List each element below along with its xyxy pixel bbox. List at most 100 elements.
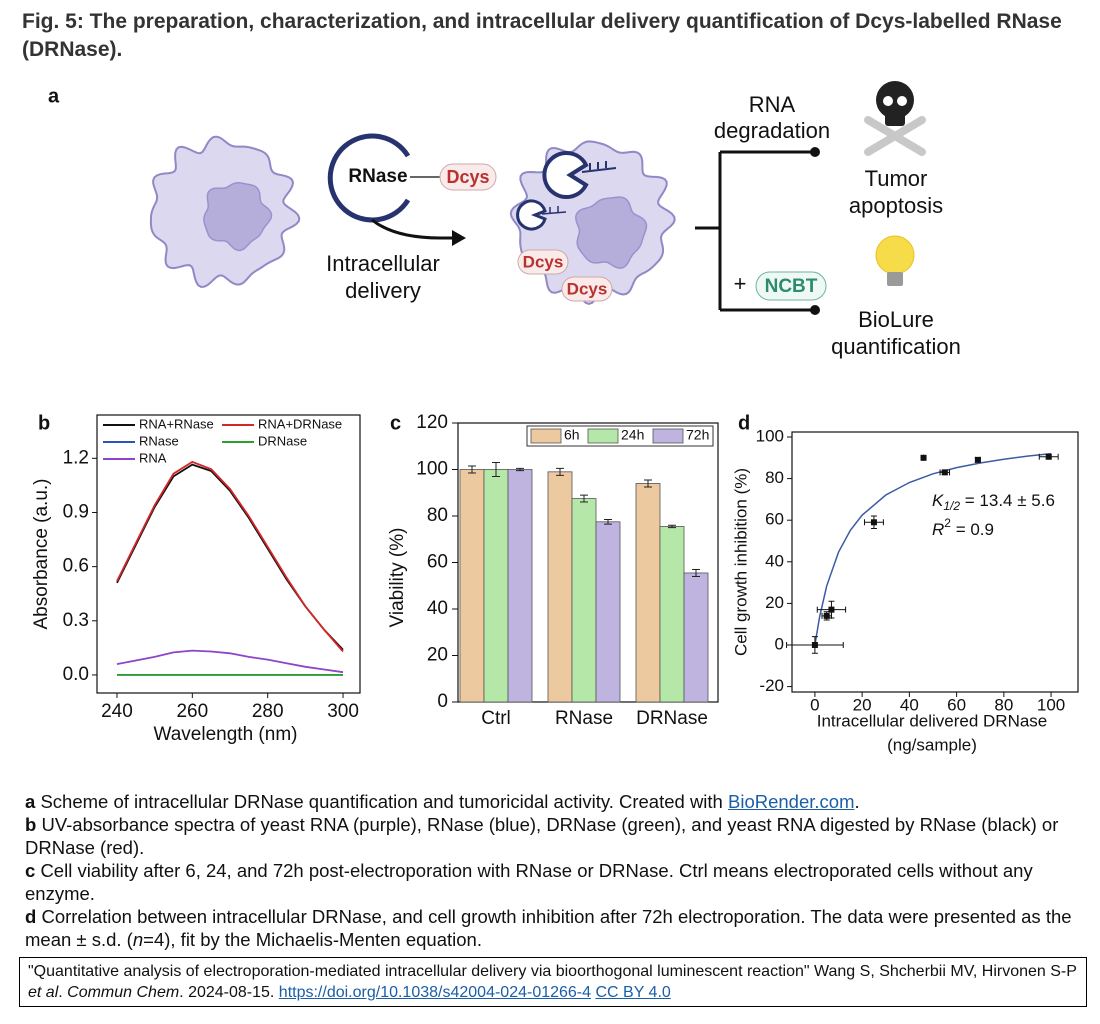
y-tick-label: 1.2 bbox=[63, 447, 89, 468]
legend-label: RNase bbox=[139, 433, 179, 448]
figure: a RNase Dcys Intracellular delivery Dcys… bbox=[31, 81, 1079, 754]
bar bbox=[595, 521, 621, 703]
bar bbox=[459, 469, 485, 703]
apoptosis-label: apoptosis bbox=[849, 193, 943, 218]
bar bbox=[547, 471, 573, 703]
rnase-label: RNase bbox=[348, 166, 407, 187]
y-axis-label: Absorbance (a.u.) bbox=[31, 478, 52, 629]
caption-label: c bbox=[25, 860, 36, 881]
dcys-pill bbox=[561, 276, 613, 302]
error-bar bbox=[668, 524, 676, 529]
y-tick-label: 120 bbox=[416, 412, 448, 433]
x-tick-label: 260 bbox=[176, 701, 208, 722]
bracket-end bbox=[810, 305, 820, 315]
caption-item: d Correlation between intracellular DRNa… bbox=[25, 905, 1090, 951]
annotation-symbol: R bbox=[932, 520, 944, 539]
error-bar bbox=[516, 467, 524, 472]
x-tick-label: 300 bbox=[327, 701, 359, 722]
fit-curve bbox=[814, 452, 1052, 646]
annotation-text: = 0.9 bbox=[951, 520, 994, 539]
rnase-enzyme bbox=[327, 133, 411, 223]
y-tick-label: 60 bbox=[765, 510, 784, 529]
error-bar bbox=[580, 494, 588, 503]
x-tick-label: 100 bbox=[1037, 695, 1065, 714]
arrow bbox=[371, 218, 455, 240]
legend-label: RNA bbox=[139, 450, 167, 465]
caption-label: b bbox=[25, 814, 37, 835]
bracket bbox=[695, 150, 815, 312]
y-tick-label: 100 bbox=[416, 459, 448, 480]
dcys-label: Dcys bbox=[567, 279, 608, 298]
y-tick-label: 60 bbox=[427, 552, 448, 573]
x-tick-label: 20 bbox=[853, 695, 872, 714]
x-tick-label: 280 bbox=[252, 701, 284, 722]
nucleus bbox=[575, 196, 648, 269]
plot-frame bbox=[96, 414, 361, 694]
arrow-head bbox=[452, 230, 466, 246]
x-tick-label: 240 bbox=[101, 701, 133, 722]
citation-text: . 2024-08-15. bbox=[179, 984, 279, 1001]
diagram: a RNase Dcys Intracellular delivery Dcys… bbox=[48, 81, 961, 359]
bar bbox=[683, 572, 709, 703]
ncbt-label: NCBT bbox=[765, 276, 818, 297]
y-tick-label: 40 bbox=[427, 598, 448, 619]
series-line bbox=[116, 460, 344, 653]
biolure-label: quantification bbox=[831, 334, 961, 359]
nucleus bbox=[203, 182, 273, 252]
y-tick-label: 80 bbox=[427, 505, 448, 526]
error-bar bbox=[644, 479, 652, 488]
rna-strand bbox=[541, 206, 567, 215]
citation-text: "Quantitative analysis of electroporatio… bbox=[28, 963, 1077, 980]
annotation: K1/2 = 13.4 ± 5.6 bbox=[932, 491, 1055, 513]
doi-link[interactable]: https://doi.org/10.1038/s42004-024-01266… bbox=[278, 984, 592, 1001]
panel-label: b bbox=[38, 412, 50, 434]
y-tick-label: 20 bbox=[765, 593, 784, 612]
annotation-superscript: 2 bbox=[944, 516, 951, 530]
skull bbox=[876, 81, 914, 119]
dcys-label: Dcys bbox=[523, 252, 564, 271]
x-tick-label: 80 bbox=[994, 695, 1013, 714]
degradation-label: RNA bbox=[749, 92, 796, 117]
skull-eye bbox=[897, 96, 907, 106]
legend-label: RNA+RNase bbox=[139, 416, 214, 431]
caption-item: c Cell viability after 6, 24, and 72h po… bbox=[25, 859, 1090, 905]
error-bar bbox=[468, 465, 476, 474]
x-tick-label: 60 bbox=[947, 695, 966, 714]
legend-swatch bbox=[652, 428, 684, 444]
point bbox=[920, 454, 927, 461]
x-axis-label: Intracellular delivered DRNase bbox=[817, 711, 1048, 730]
rnase-enzyme bbox=[542, 151, 589, 199]
caption-text: Cell viability after 6, 24, and 72h post… bbox=[25, 860, 1033, 904]
y-tick-label: 0.3 bbox=[63, 610, 89, 631]
dcys-pill bbox=[439, 163, 497, 191]
rna-strand bbox=[581, 161, 617, 173]
skull-eye bbox=[883, 96, 893, 106]
license-link[interactable]: CC BY 4.0 bbox=[595, 984, 671, 1001]
y-tick-label: 100 bbox=[756, 426, 784, 445]
citation: "Quantitative analysis of electroporatio… bbox=[19, 957, 1087, 1007]
bulb bbox=[875, 235, 915, 275]
y-tick-label: 0.0 bbox=[63, 664, 89, 685]
caption-item: a Scheme of intracellular DRNase quantif… bbox=[25, 790, 1090, 813]
series-line bbox=[116, 649, 344, 674]
panel-label: a bbox=[48, 85, 60, 107]
bar bbox=[507, 469, 533, 703]
legend-label: 6h bbox=[564, 427, 580, 443]
skull-jaw bbox=[885, 110, 905, 126]
legend-swatch bbox=[587, 428, 619, 444]
bar bbox=[635, 483, 661, 703]
caption-item: b UV-absorbance spectra of yeast RNA (pu… bbox=[25, 813, 1090, 859]
y-tick-label: 40 bbox=[765, 551, 784, 570]
x-tick-label: 0 bbox=[810, 695, 819, 714]
bar bbox=[571, 498, 597, 703]
annotation: R2 = 0.9 bbox=[932, 516, 994, 539]
x-tick-label: 40 bbox=[900, 695, 919, 714]
caption-link[interactable]: BioRender.com bbox=[728, 791, 855, 812]
legend-label: 24h bbox=[621, 427, 644, 443]
x-tick-label: RNase bbox=[555, 708, 613, 729]
dcys-label: Dcys bbox=[446, 167, 489, 187]
error-bar bbox=[604, 518, 612, 525]
delivery-label: Intracellular bbox=[326, 251, 440, 276]
point bbox=[1045, 453, 1052, 460]
